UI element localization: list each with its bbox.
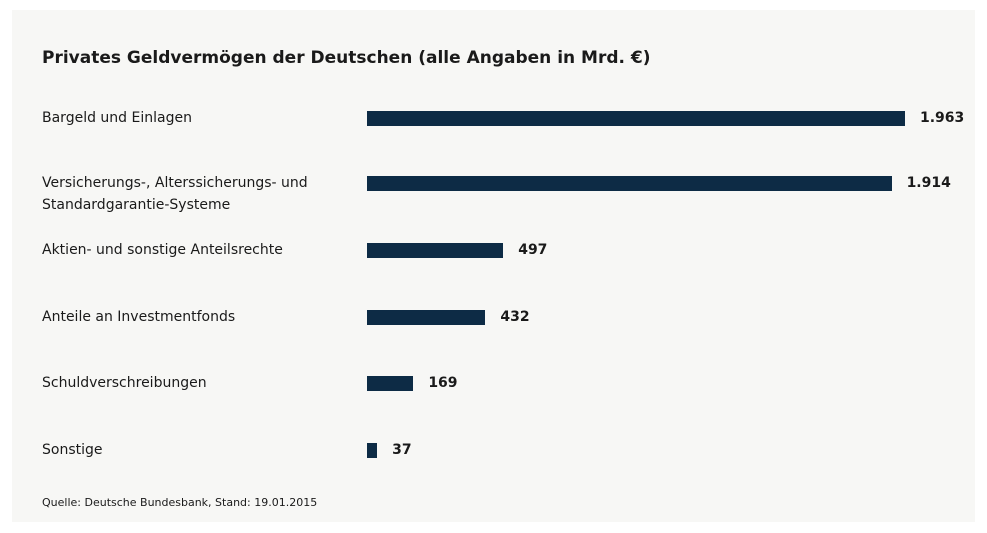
chart: Privates Geldvermögen der Deutschen (all… [12,10,975,522]
value-label: 37 [392,442,412,458]
value-label: 432 [500,309,530,325]
bar [367,375,414,391]
bar [367,309,486,325]
source-note: Quelle: Deutsche Bundesbank, Stand: 19.0… [42,496,318,509]
category-label: Versicherungs-, Alterssicherungs- und St… [42,175,308,213]
bar [367,110,905,126]
bar [367,442,378,458]
value-label: 169 [428,375,458,391]
category-label: Sonstige [42,442,103,458]
value-label: 1.963 [920,110,965,126]
value-label: 497 [518,242,548,258]
bar [367,175,892,191]
category-label: Anteile an Investmentfonds [42,309,236,325]
chart-title: Privates Geldvermögen der Deutschen (all… [42,48,651,68]
category-label: Aktien- und sonstige Anteilsrechte [42,242,283,258]
category-label: Bargeld und Einlagen [42,110,192,126]
category-label: Schuldverschreibungen [42,375,207,391]
value-label: 1.914 [906,175,951,191]
bar [367,242,504,258]
